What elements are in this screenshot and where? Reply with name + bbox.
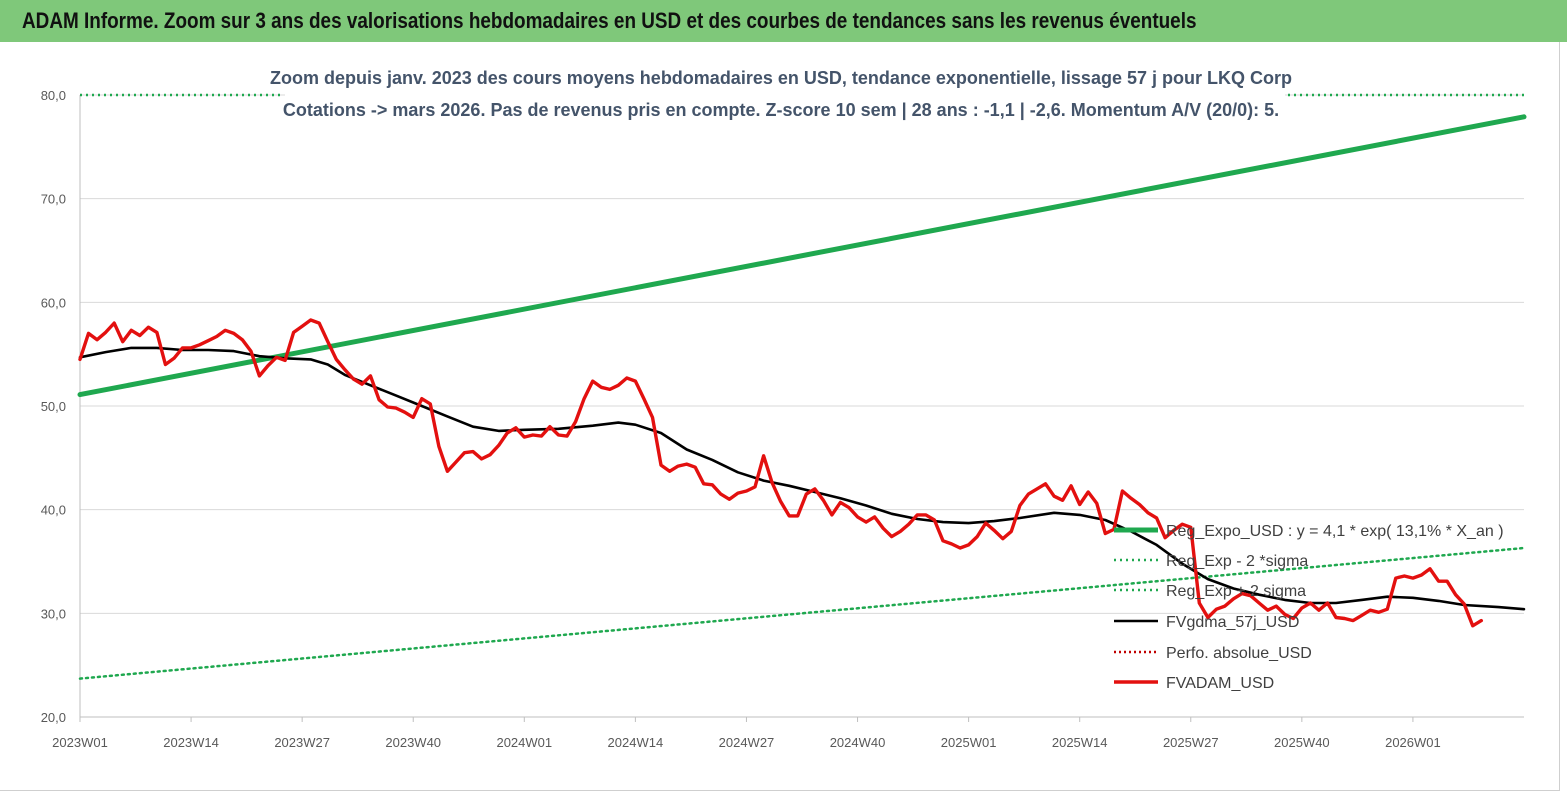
legend-reg-expo-label: Reg_Expo_USD : y = 4,1 * exp( 13,1% * X_…: [1166, 523, 1504, 540]
series-fvgdma: [78, 346, 1526, 611]
legend-fvgdma-label: FVgdma_57j_USD: [1166, 614, 1299, 631]
x-tick-label: 2024W14: [608, 735, 664, 750]
series-fvadam: [78, 318, 1484, 628]
x-tick-label: 2023W14: [163, 735, 219, 750]
chart-title: Zoom depuis janv. 2023 des cours moyens …: [270, 68, 1292, 88]
legend: Reg_Expo_USD : y = 4,1 * exp( 13,1% * X_…: [1114, 523, 1504, 692]
legend-perfo-absolue-label: Perfo. absolue_USD: [1166, 645, 1312, 662]
header-banner: ADAM Informe. Zoom sur 3 ans des valoris…: [0, 0, 1567, 42]
chart-subtitle: Cotations -> mars 2026. Pas de revenus p…: [283, 100, 1279, 120]
series-reg-expo: [77, 114, 1527, 398]
y-axis: 20,0 30,0 40,0 50,0 60,0 70,0 80,0: [41, 88, 81, 725]
x-tick-label: 2023W01: [52, 735, 108, 750]
y-tick-label: 30,0: [41, 606, 66, 621]
x-tick-label: 2023W40: [385, 735, 441, 750]
y-tick-label: 60,0: [41, 295, 66, 310]
header-title: ADAM Informe. Zoom sur 3 ans des valoris…: [22, 8, 1197, 33]
x-tick-label: 2026W01: [1385, 735, 1441, 750]
series-lines: [77, 93, 1527, 680]
x-tick-label: 2024W01: [496, 735, 552, 750]
legend-reg-exp-plus-2sigma-label: Reg_Exp + 2 sigma: [1166, 583, 1306, 600]
y-tick-label: 20,0: [41, 710, 66, 725]
title-backdrop: [285, 62, 1285, 124]
x-tick-label: 2025W40: [1274, 735, 1330, 750]
y-tick-label: 80,0: [41, 88, 66, 103]
x-tick-label: 2025W01: [941, 735, 997, 750]
x-tick-label: 2024W40: [830, 735, 886, 750]
x-tick-label: 2023W27: [274, 735, 330, 750]
x-tick-label: 2025W14: [1052, 735, 1108, 750]
legend-reg-exp-minus-2sigma-label: Reg_Exp - 2 *sigma: [1166, 553, 1308, 570]
y-tick-label: 50,0: [41, 399, 66, 414]
series-reg-exp-minus-2sigma: [78, 546, 1526, 680]
x-tick-label: 2024W27: [719, 735, 775, 750]
y-tick-label: 40,0: [41, 503, 66, 518]
chart-frame: [0, 42, 1560, 791]
grid-lines: [80, 94, 1524, 718]
x-axis: 2023W01 2023W14 2023W27 2023W40 2024W01 2024W…: [52, 716, 1524, 750]
legend-fvadam-label: FVADAM_USD: [1166, 675, 1274, 692]
y-tick-label: 70,0: [41, 192, 66, 207]
x-tick-label: 2025W27: [1163, 735, 1219, 750]
